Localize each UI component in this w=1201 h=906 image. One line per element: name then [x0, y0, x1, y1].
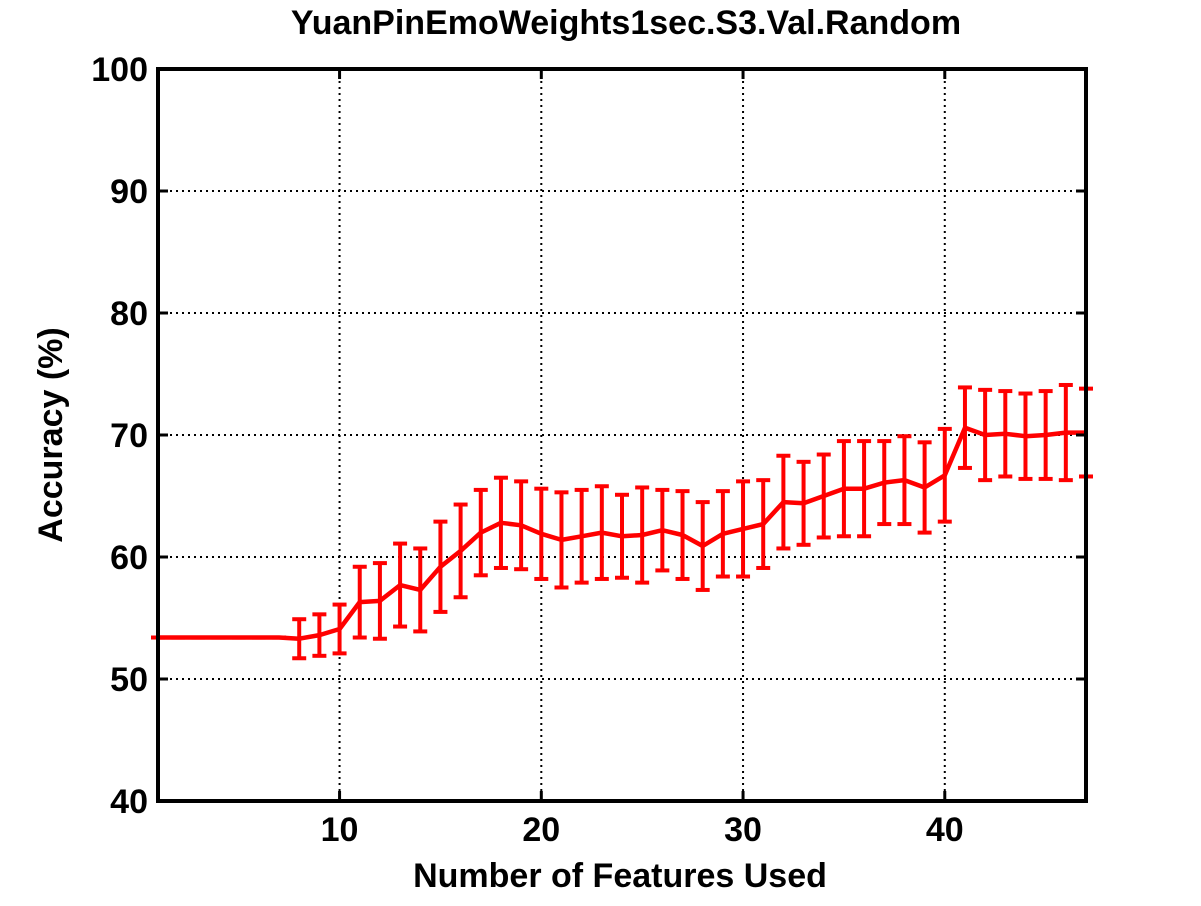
y-tick-label: 40	[110, 783, 148, 821]
series-line	[158, 425, 1086, 641]
x-tick-label: 40	[926, 811, 964, 849]
x-tick-label: 10	[321, 811, 359, 849]
grid-lines	[158, 69, 1086, 801]
y-tick-label: 80	[110, 295, 148, 333]
y-tick-label: 90	[110, 173, 148, 211]
y-tick-label: 100	[91, 51, 148, 89]
data-series	[151, 382, 1093, 661]
y-tick-label: 60	[110, 539, 148, 577]
y-tick-label: 70	[110, 417, 148, 455]
x-tick-label: 30	[724, 811, 762, 849]
y-axis-label: Accuracy (%)	[32, 327, 70, 542]
chart-title: YuanPinEmoWeights1sec.S3.Val.Random	[291, 4, 961, 42]
x-axis-label: Number of Features Used	[413, 857, 827, 895]
y-tick-label: 50	[110, 661, 148, 699]
axis-ticks: 10 20 30 40 40 50 60 70 80 90 100	[91, 51, 1086, 849]
x-tick-label: 20	[522, 811, 560, 849]
